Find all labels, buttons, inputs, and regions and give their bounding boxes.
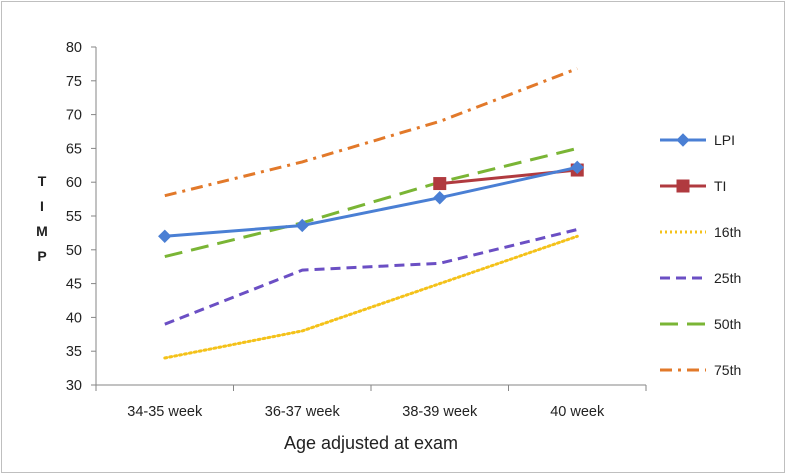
legend-label: 16th	[714, 224, 741, 240]
y-axis-label-letter: I	[40, 198, 44, 214]
series-25th	[164, 228, 578, 326]
x-tick-label: 36-37 week	[265, 404, 341, 420]
x-tick-label: 34-35 week	[127, 404, 203, 420]
legend-item-25th: 25th	[660, 270, 741, 286]
series-16th	[163, 234, 579, 360]
y-axis-label-letter: P	[37, 248, 46, 264]
data-point-square	[676, 179, 690, 193]
legend-label: 50th	[714, 316, 741, 332]
series-group	[158, 67, 584, 360]
series-line	[164, 146, 578, 259]
y-axis-label-letter: M	[36, 223, 48, 239]
y-tick-label: 80	[66, 40, 82, 56]
y-tick-label: 60	[66, 175, 82, 191]
axes: 30 35 40 45 50 55 60 65 70 75 80 34-35 week 36-37 we…	[66, 40, 647, 420]
legend-label: TI	[714, 178, 726, 194]
legend-label: LPI	[714, 132, 735, 148]
y-tick-label: 55	[66, 209, 82, 225]
y-axis-label-letter: T	[38, 173, 47, 189]
legend-item-75th: 75th	[660, 362, 741, 378]
legend-item-50th: 50th	[660, 316, 741, 332]
x-tick-label: 38-39 week	[402, 404, 478, 420]
y-tick-label: 50	[66, 243, 82, 259]
data-point-diamond	[570, 160, 584, 175]
legend-item-16th: 16th	[660, 224, 741, 240]
legend-label: 75th	[714, 362, 741, 378]
series-lpi	[158, 160, 584, 243]
legend-item-ti: TI	[660, 178, 726, 194]
series-50th	[164, 146, 578, 259]
y-tick-label: 75	[66, 74, 82, 90]
series-line	[164, 67, 578, 198]
data-point-diamond	[158, 229, 172, 243]
series-line	[163, 234, 579, 360]
legend-item-lpi: LPI	[660, 132, 735, 148]
y-tick-label: 40	[66, 310, 82, 326]
x-axis-label: Age adjusted at exam	[284, 433, 458, 453]
series-line	[164, 228, 578, 326]
y-tick-label: 35	[66, 344, 82, 360]
data-point-square	[433, 177, 447, 191]
y-tick-label: 30	[66, 378, 82, 394]
y-tick-label: 70	[66, 108, 82, 124]
y-tick-label: 45	[66, 277, 82, 293]
data-point-diamond	[676, 133, 690, 147]
series-line	[164, 165, 578, 238]
y-tick-label: 65	[66, 141, 82, 157]
legend: LPI TI 16th 25th 50th 75th	[660, 132, 741, 378]
legend-label: 25th	[714, 270, 741, 286]
data-point-diamond	[295, 218, 309, 233]
x-tick-label: 40 week	[550, 404, 605, 420]
series-75th	[164, 67, 578, 198]
data-point-diamond	[433, 191, 447, 205]
